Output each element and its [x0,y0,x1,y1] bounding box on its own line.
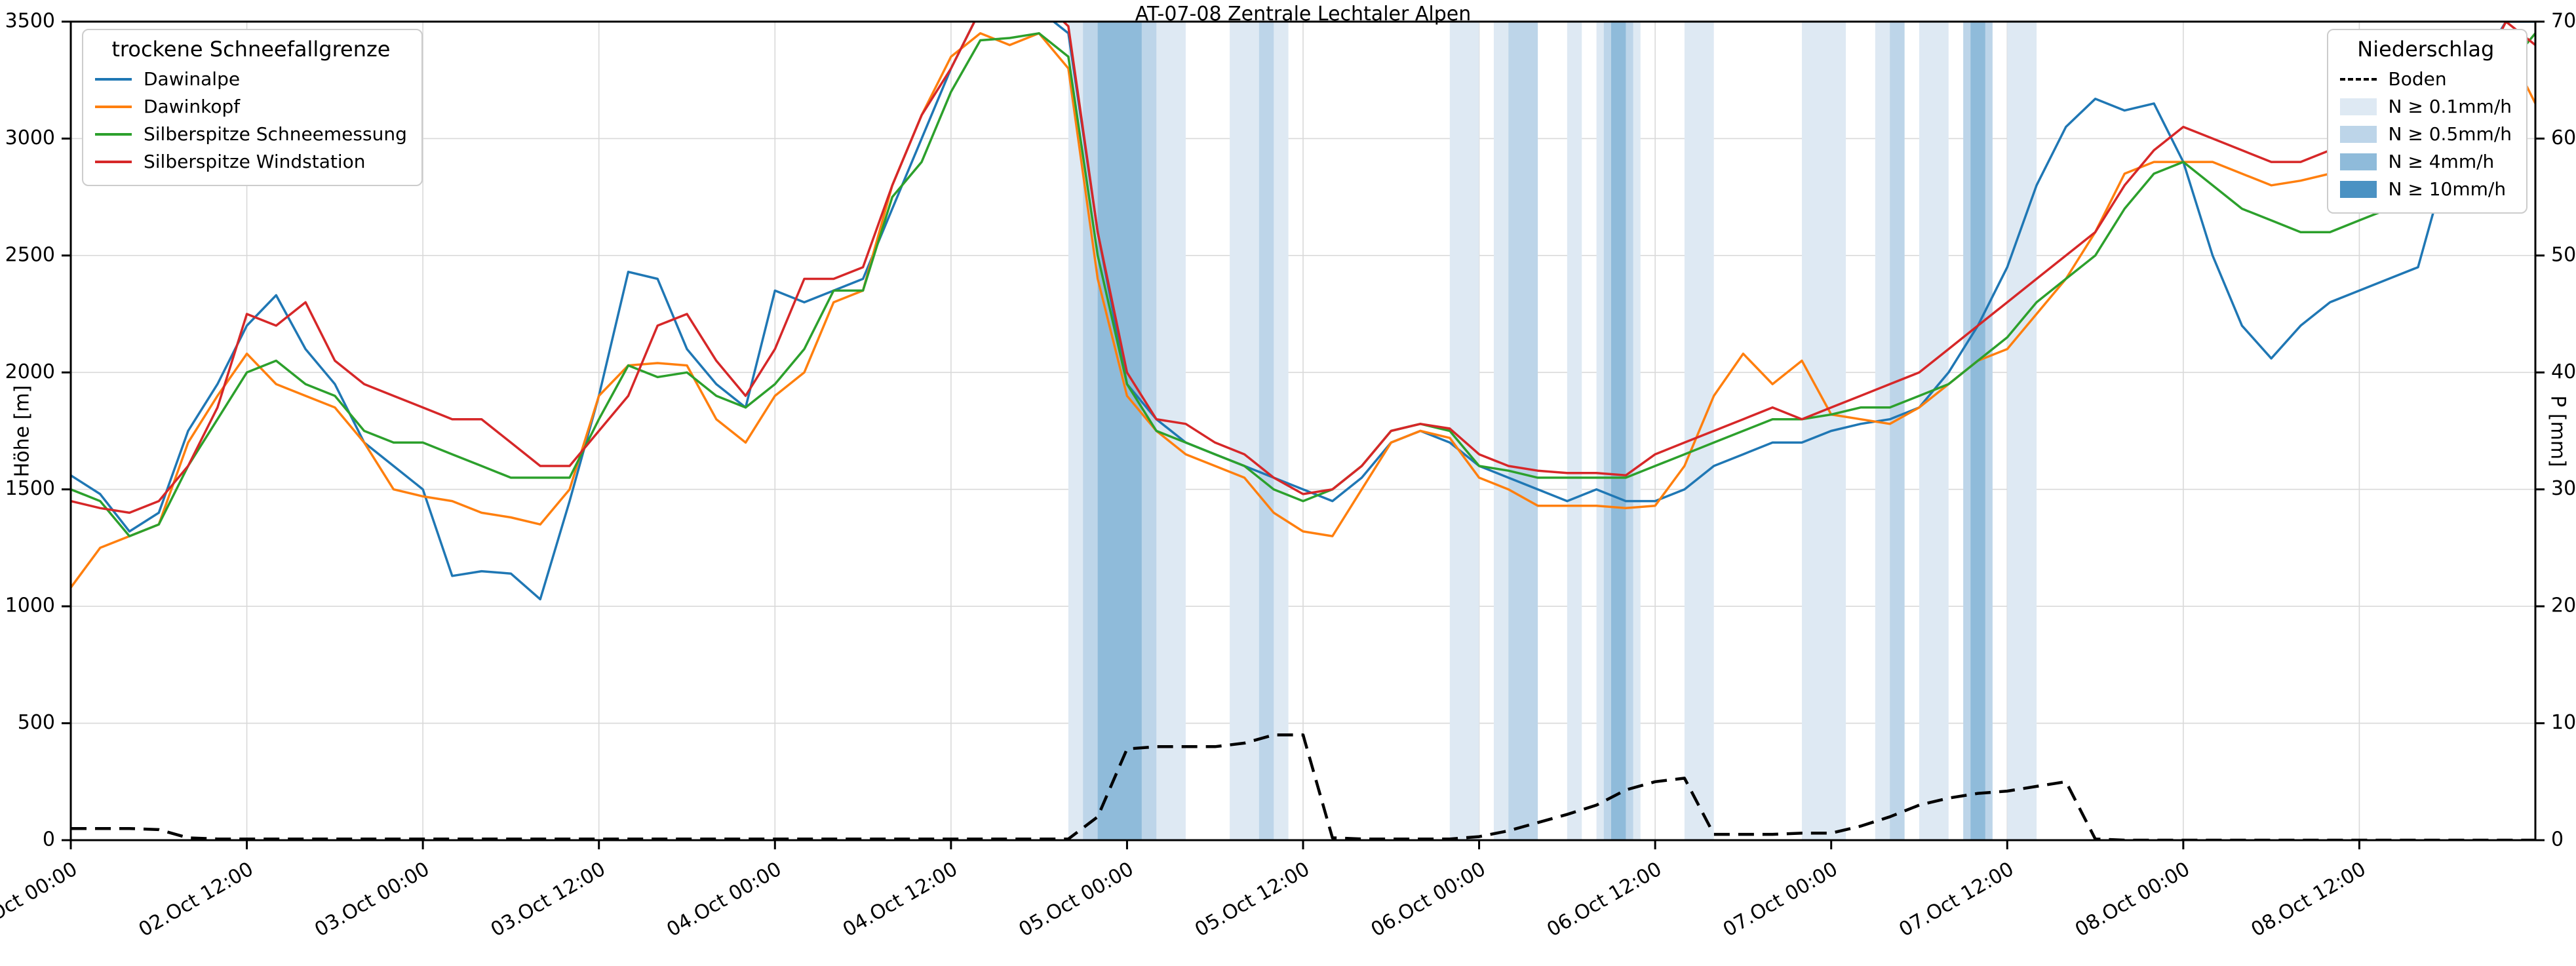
svg-text:06.Oct 12:00: 06.Oct 12:00 [1543,858,1666,942]
svg-text:40: 40 [2551,360,2576,383]
legend-label-boden: Boden [2388,68,2447,90]
svg-text:05.Oct 00:00: 05.Oct 00:00 [1015,858,1138,942]
line-swatch-dawinkopf [95,106,132,108]
svg-text:08.Oct 12:00: 08.Oct 12:00 [2248,858,2370,942]
legend-item-precip-10: N ≥ 10mm/h [2339,176,2512,203]
svg-text:04.Oct 12:00: 04.Oct 12:00 [839,858,962,942]
legend-item-dawinalpe: Dawinalpe [95,66,407,93]
svg-text:08.Oct 00:00: 08.Oct 00:00 [2071,858,2194,942]
legend-label-dawinalpe: Dawinalpe [144,68,241,90]
patch-swatch-precip-10 [2339,181,2377,198]
legend-item-precip-4: N ≥ 4mm/h [2339,148,2512,176]
svg-text:04.Oct 00:00: 04.Oct 00:00 [663,858,785,942]
legend-item-precip-05: N ≥ 0.5mm/h [2339,121,2512,148]
svg-text:3500: 3500 [5,10,55,33]
legend-label-dawinkopf: Dawinkopf [144,96,241,117]
y-axis-label-right: P [mm] [2546,395,2569,467]
svg-text:30: 30 [2551,477,2576,500]
svg-text:2000: 2000 [5,360,55,383]
svg-text:1000: 1000 [5,594,55,617]
line-swatch-silberspitze-schneemessung [95,133,132,136]
svg-text:10: 10 [2551,711,2576,734]
legend-item-silberspitze-windstation: Silberspitze Windstation [95,148,407,176]
svg-text:07.Oct 00:00: 07.Oct 00:00 [1719,858,1842,942]
svg-text:07.Oct 12:00: 07.Oct 12:00 [1895,858,2018,942]
legend-snowline-title: trockene Schneefallgrenze [111,37,391,62]
svg-text:50: 50 [2551,243,2576,266]
legend-item-precip-01: N ≥ 0.1mm/h [2339,93,2512,121]
svg-text:03.Oct 00:00: 03.Oct 00:00 [311,858,433,942]
svg-text:500: 500 [18,711,55,734]
svg-text:03.Oct 12:00: 03.Oct 12:00 [487,858,610,942]
svg-text:06.Oct 00:00: 06.Oct 00:00 [1367,858,1490,942]
legend-label-precip-01: N ≥ 0.1mm/h [2388,96,2512,117]
y-axis-label-left: Höhe [m] [10,385,34,478]
chart-title: AT-07-08 Zentrale Lechtaler Alpen [1135,3,1472,26]
patch-swatch-precip-4 [2339,153,2377,170]
legend-item-boden: Boden [2339,66,2512,93]
line-swatch-dawinalpe [95,78,132,81]
svg-text:0: 0 [2551,828,2564,851]
svg-text:02.Oct 12:00: 02.Oct 12:00 [135,858,258,942]
legend-item-dawinkopf: Dawinkopf [95,93,407,121]
legend-label-silberspitze-windstation: Silberspitze Windstation [144,151,366,172]
legend-label-precip-4: N ≥ 4mm/h [2388,151,2495,172]
patch-swatch-precip-05 [2339,126,2377,143]
legend-item-silberspitze-schneemessung: Silberspitze Schneemessung [95,121,407,148]
svg-text:1500: 1500 [5,477,55,500]
legend-label-silberspitze-schneemessung: Silberspitze Schneemessung [144,123,407,145]
legend-precip-title: Niederschlag [2357,37,2495,62]
svg-text:0: 0 [43,828,55,851]
svg-text:05.Oct 12:00: 05.Oct 12:00 [1191,858,1314,942]
patch-swatch-precip-01 [2339,98,2377,115]
legend-precip: Niederschlag Boden N ≥ 0.1mm/h N ≥ 0.5mm… [2326,29,2527,214]
svg-text:3000: 3000 [5,126,55,149]
dash-swatch-boden [2339,78,2377,81]
legend-label-precip-10: N ≥ 10mm/h [2388,178,2507,200]
legend-snowline: trockene Schneefallgrenze Dawinalpe Dawi… [82,29,423,186]
svg-text:02.Oct 00:00: 02.Oct 00:00 [0,858,81,942]
svg-text:70: 70 [2551,10,2576,33]
svg-text:20: 20 [2551,594,2576,617]
legend-label-precip-05: N ≥ 0.5mm/h [2388,123,2512,145]
svg-text:60: 60 [2551,126,2576,149]
line-swatch-silberspitze-windstation [95,161,132,163]
svg-text:2500: 2500 [5,243,55,266]
